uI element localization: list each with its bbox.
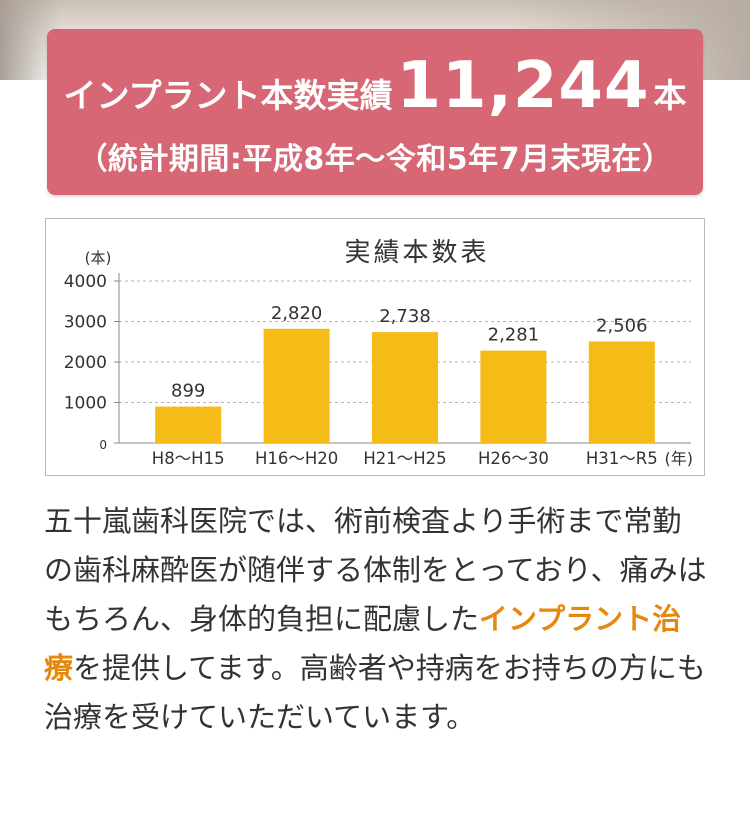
body-text-after: を提供してます。高齢者や持病をお持ちの方にも治療を受けていただいています。 [44, 651, 706, 734]
x-tick-label: H31～R5 [586, 449, 658, 468]
x-tick-label: H26～30 [478, 449, 549, 468]
data-label: 2,506 [596, 316, 648, 337]
body-highlight: インプラント治療 [44, 602, 682, 685]
y-tick-label: 2000 [64, 353, 107, 373]
bar [372, 332, 438, 443]
banner-count-value: 11,244 [396, 49, 650, 123]
data-label: 899 [171, 381, 205, 402]
data-label: 2,738 [379, 306, 431, 327]
y-tick-label: 1000 [64, 394, 107, 414]
bar [263, 328, 330, 443]
y-tick-label: 3000 [64, 313, 107, 333]
x-tick-label: H16～H20 [255, 449, 338, 468]
banner-headline: インプラント本数実績11,244 本 [47, 49, 703, 123]
implant-count-banner: インプラント本数実績11,244 本 （統計期間:平成8年～令和5年7月末現在） [47, 29, 703, 195]
data-label: 2,820 [271, 303, 323, 324]
x-tick-label: H8～H15 [152, 449, 225, 468]
y-tick-label: 0 [99, 438, 107, 452]
banner-period: （統計期間:平成8年～令和5年7月末現在） [77, 142, 673, 177]
y-tick-label: 4000 [64, 272, 107, 292]
bar [155, 406, 222, 443]
chart-title: 実績本数表 [344, 238, 489, 268]
y-axis-label: (本) [85, 249, 112, 267]
banner-unit: 本 [653, 76, 687, 115]
data-label: 2,281 [488, 325, 540, 346]
chart-container: 実績本数表 (本) 0 1000 2000 3000 4000 899 H8～H15 2,820 H… [45, 218, 705, 476]
bar [588, 341, 655, 443]
bar-chart: 実績本数表 (本) 0 1000 2000 3000 4000 899 H8～H15 2,820 H… [64, 238, 694, 468]
x-axis-label: (年) [665, 449, 694, 468]
bar [480, 350, 547, 443]
x-tick-label: H21～H25 [363, 449, 446, 468]
body-paragraph: 五十嵐歯科医院では、術前検査より手術まで常勤の歯科麻酔医が随伴する体制をとってお… [44, 497, 709, 742]
body-text-before: 五十嵐歯科医院では、術前検査より手術まで常勤の歯科麻酔医が随伴する体制をとってお… [44, 504, 707, 636]
banner-label: インプラント本数実績 [63, 76, 393, 115]
